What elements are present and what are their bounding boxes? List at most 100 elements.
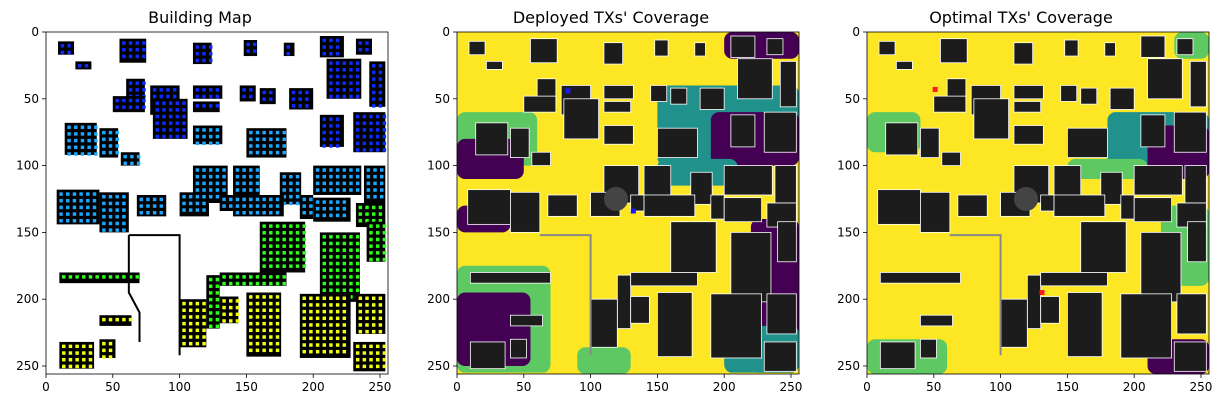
tx-marker [202,321,206,326]
x-tick: 200 [1123,374,1146,394]
tx-marker [255,335,260,339]
tx-marker [222,299,226,303]
tx-marker [59,198,63,203]
tx-marker [208,277,213,282]
tx-marker [62,364,66,369]
tx-marker [66,212,70,216]
path-line [949,234,1002,356]
tx-marker [195,88,200,92]
tx-marker [366,194,371,199]
tx-marker [182,108,186,112]
tx-marker [215,324,220,329]
tx-marker [229,281,233,286]
y-tick-label: 200 [427,292,450,306]
building [690,171,713,205]
tx-marker [315,181,320,186]
tx-marker [369,231,373,235]
tx-marker [88,275,93,279]
building [723,165,773,196]
tx-marker [275,315,280,319]
x-tick-label: 50 [926,380,941,394]
tx-marker [275,244,280,248]
tx-marker [282,150,286,155]
tx-marker [349,288,353,292]
tx-marker [309,349,313,354]
tx-marker [195,308,200,313]
tx-marker [208,181,213,186]
tx-marker [349,295,353,299]
tx-marker [202,341,206,346]
building [1060,85,1078,102]
tx-marker [208,304,213,309]
tx-marker [262,251,266,255]
tx-marker [275,224,280,228]
tx-marker [305,104,309,108]
tx-marker [322,117,327,121]
tx-marker [235,275,240,279]
building [1066,127,1108,158]
tx-marker [371,104,376,108]
tx-marker [329,124,333,128]
tx-marker [329,207,333,211]
tx-marker [295,181,300,186]
tx-marker [322,241,327,246]
building [1013,101,1042,113]
tx-marker [175,121,180,125]
tx-marker [329,88,333,92]
tx-marker [366,174,371,179]
tx-marker [202,134,206,139]
tx-marker [289,174,293,179]
tx-marker [302,257,306,262]
x-tick-label: 250 [780,380,803,394]
tx-marker [335,303,340,307]
tx-marker [188,208,193,212]
tx-marker [335,168,340,172]
tx-marker [342,61,347,65]
building [774,165,797,204]
tx-marker [329,268,333,272]
tx-marker [222,168,226,172]
building [1000,298,1028,348]
tx-marker [329,213,333,218]
building [1187,221,1207,263]
tx-marker [67,138,71,143]
tx-marker [62,357,66,362]
y-tick-label: 50 [845,92,860,106]
x-tick-label: 50 [105,380,120,394]
tx-marker [269,328,273,333]
tx-marker [371,90,376,95]
x-tick: 150 [1056,374,1079,394]
tx-marker [275,335,280,339]
tx-marker [349,188,353,192]
tx-marker [335,124,340,128]
tx-marker [262,231,266,235]
tx-marker [202,308,206,313]
tx-marker [342,248,347,252]
tx-marker [329,81,333,85]
tx-marker [322,235,327,239]
tx-marker [262,321,266,326]
building [1104,42,1116,57]
tx-marker [295,224,300,228]
tx-marker [255,168,260,172]
tx-marker [365,41,369,45]
tx-marker [159,88,164,92]
tx-marker [342,275,347,279]
tx-marker [255,308,260,313]
building [779,60,797,108]
tx-marker [74,152,78,156]
tx-marker [322,288,327,292]
tx-marker [195,168,200,172]
tx-marker [202,201,206,206]
tx-marker [255,321,260,326]
tx-marker [249,204,253,208]
tx-marker [335,288,340,292]
tx-marker [335,38,340,43]
tx-marker [302,211,306,215]
tx-marker [102,348,106,353]
tx-marker [86,198,90,203]
tx-marker [275,257,280,262]
tx-marker [122,48,126,52]
tx-marker [295,237,300,242]
